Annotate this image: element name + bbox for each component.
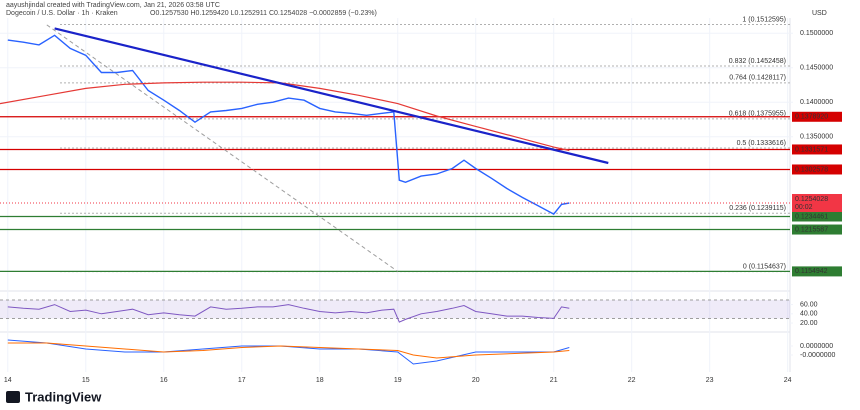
level-tag-label: 0.1154942 (795, 268, 828, 275)
x-tick-label: 22 (628, 377, 636, 384)
x-tick-label: 21 (550, 377, 558, 384)
y-tick-label: 40.00 (800, 311, 818, 318)
series-line (7, 339, 570, 365)
y-tick-label: 20.00 (800, 320, 818, 327)
series-line (7, 342, 570, 359)
x-tick-label: 15 (82, 377, 90, 384)
x-tick-label: 17 (238, 377, 246, 384)
series-line (0, 81, 570, 152)
y-tick-label: 0.0000000 (800, 343, 833, 350)
fib-label: 0.5 (0.1333616) (737, 140, 786, 147)
level-tag (792, 266, 842, 277)
level-tag-label: 0.1215587 (795, 226, 828, 233)
level-tag (792, 164, 842, 175)
series-line (54, 27, 609, 165)
level-tag (792, 111, 842, 122)
countdown: 00:02 (795, 204, 813, 211)
x-tick-label: 23 (706, 377, 714, 384)
y-tick-label: 0.1350000 (800, 134, 833, 141)
x-tick-label: 18 (316, 377, 324, 384)
y-tick-label: -0.0000000 (800, 352, 836, 359)
ohlc: O0.1257530 H0.1259420 L0.1252911 C0.1254… (150, 10, 377, 17)
x-tick-label: 19 (394, 377, 402, 384)
level-tag-label: 0.1302578 (795, 166, 828, 173)
x-tick-label: 24 (784, 377, 792, 384)
fib-label: 0 (0.1154637) (743, 263, 786, 270)
level-tag-label: 0.1378920 (795, 114, 828, 121)
level-tag (792, 144, 842, 155)
y-tick-label: 0.1400000 (800, 99, 833, 106)
x-tick-label: 14 (4, 377, 12, 384)
y-tick-label: 0.1500000 (800, 30, 833, 37)
series-line (7, 304, 570, 323)
level-tag (792, 224, 842, 235)
level-tag-label: 0.1331571 (795, 146, 828, 153)
fib-label: 1 (0.1512595) (742, 16, 786, 23)
last-price-label: 0.1254028 (795, 196, 828, 203)
x-tick-label: 16 (160, 377, 168, 384)
level-tag (792, 211, 842, 222)
series-line (7, 34, 570, 215)
fib-label: 0.236 (0.1239115) (729, 205, 786, 212)
x-tick-label: 20 (472, 377, 480, 384)
credit: aayushjindal created with TradingView.co… (6, 2, 220, 9)
fib-label: 0.764 (0.1428117) (729, 75, 786, 82)
fib-label: 0.618 (0.1375955) (729, 111, 786, 118)
y-tick-label: 0.1450000 (800, 65, 833, 72)
series-line (46, 24, 398, 272)
level-tag-label: 0.1234461 (795, 213, 828, 220)
fib-label: 0.832 (0.1452458) (729, 58, 786, 65)
rsi-band (0, 299, 790, 319)
logo: TradingView (25, 389, 102, 404)
symbol: Dogecoin / U.S. Dollar · 1h · Kraken (6, 10, 118, 17)
logo-icon (6, 391, 20, 403)
last-price-tag (792, 193, 842, 212)
currency: USD (812, 10, 827, 17)
y-tick-label: 60.00 (800, 301, 818, 308)
